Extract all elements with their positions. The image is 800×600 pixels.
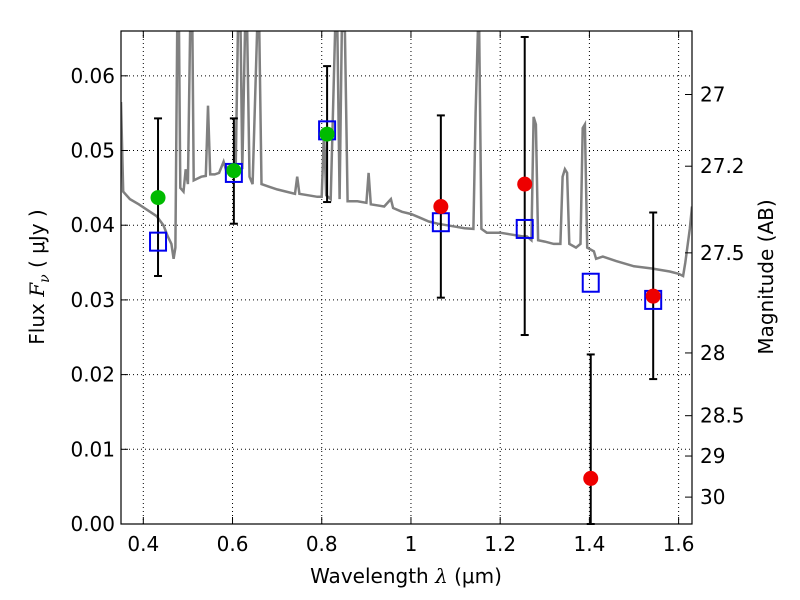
y-tick-label: 0.05 [70, 139, 115, 163]
model-band-marker [149, 231, 168, 252]
x-tick-label: 1.4 [573, 532, 605, 556]
model-spectrum [121, 31, 692, 278]
data-markers [149, 120, 663, 486]
y-tick-label: 0.04 [70, 213, 115, 237]
x-tick-label: 0.6 [217, 532, 249, 556]
spectrum-line [121, 31, 692, 278]
observed-point [517, 176, 533, 192]
error-bars [154, 35, 658, 525]
y-tick-label: 0.03 [70, 288, 115, 312]
plot-frame [120, 30, 693, 525]
observed-point [583, 470, 599, 486]
y2-tick-label: 28.5 [700, 404, 745, 428]
observed-point [433, 199, 449, 215]
x-tick-label: 1.2 [484, 532, 516, 556]
y2-axis-label: Magnitude (AB) [754, 199, 778, 354]
observed-point [645, 288, 661, 304]
axis-ticks: 0.4 0.6 0.8 1 1.2 1.4 1.6 0.00 0.01 0.02 0.03 0.04 0… [70, 31, 745, 556]
model-band-marker [581, 272, 600, 293]
y-tick-label: 0.00 [70, 512, 115, 536]
x-tick-label: 1 [405, 532, 418, 556]
grid [121, 31, 692, 524]
y-tick-label: 0.06 [70, 64, 115, 88]
x-tick-label: 0.4 [127, 532, 159, 556]
y2-tick-label: 27.5 [700, 241, 745, 265]
y2-tick-label: 28 [700, 341, 725, 365]
y2-tick-label: 27.2 [700, 154, 745, 178]
model-band-marker [515, 218, 534, 239]
y-tick-label: 0.01 [70, 437, 115, 461]
x-axis-label: Wavelength λ (μm) [310, 564, 502, 588]
y2-tick-label: 29 [700, 444, 725, 468]
observed-point [319, 126, 335, 142]
x-tick-label: 0.8 [306, 532, 338, 556]
y2-tick-label: 27 [700, 82, 725, 106]
y-tick-label: 0.02 [70, 363, 115, 387]
x-tick-label: 1.6 [663, 532, 695, 556]
observed-point [226, 163, 242, 179]
observed-point [150, 190, 166, 206]
y2-tick-label: 30 [700, 485, 725, 509]
y-axis-label: Flux Fν ( μJy ) [25, 209, 53, 344]
